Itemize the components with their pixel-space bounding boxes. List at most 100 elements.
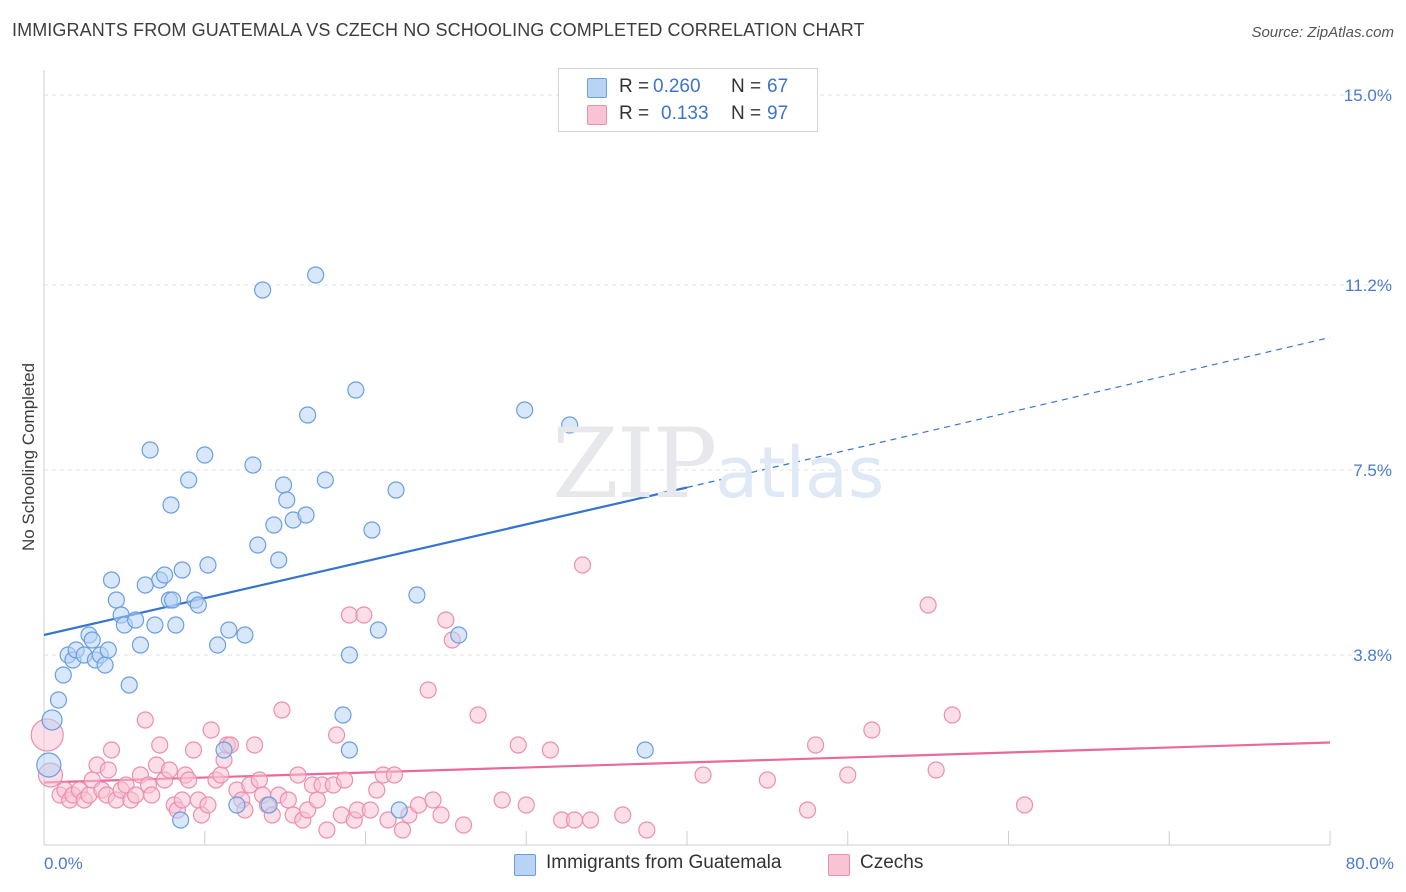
guatemala-point <box>270 551 288 569</box>
czechs-point <box>509 736 527 754</box>
series-label: Immigrants from Guatemala <box>546 852 782 873</box>
czechs-point <box>927 761 945 779</box>
czechs-point <box>136 711 154 729</box>
czechs-point <box>102 741 121 759</box>
guatemala-point <box>96 656 114 674</box>
guatemala-point <box>196 446 214 464</box>
legend-swatch-blue <box>587 78 607 98</box>
guatemala-point <box>155 566 174 584</box>
guatemala-point <box>141 441 159 459</box>
czechs-point <box>493 791 511 809</box>
series-swatch-blue <box>514 854 536 876</box>
chart-title: IMMIGRANTS FROM GUATEMALA VS CZECH NO SC… <box>12 20 865 40</box>
guatemala-point <box>340 741 359 759</box>
czechs-point <box>758 771 776 789</box>
czechs-point <box>839 766 857 784</box>
guatemala-point <box>131 636 150 654</box>
guatemala-point <box>265 516 283 534</box>
guatemala-point <box>561 416 579 434</box>
guatemala-point <box>228 796 246 814</box>
guatemala-point <box>450 626 468 644</box>
legend-n-value: 67 <box>767 76 789 97</box>
guatemala-point <box>340 646 359 664</box>
czechs-point <box>379 811 397 829</box>
guatemala-point <box>127 611 145 629</box>
czechs-point <box>308 791 326 809</box>
guatemala-point <box>236 626 254 644</box>
czechs-point <box>565 811 584 829</box>
y-tick-label: 15.0% <box>1344 86 1392 105</box>
x-tick-label: 80.0% <box>1346 854 1394 873</box>
watermark-zip: ZIP <box>552 408 717 520</box>
czechs-point <box>614 806 632 824</box>
czechs-point <box>469 706 487 724</box>
guatemala-point <box>107 591 125 609</box>
czechs-point <box>432 806 450 824</box>
series-label: Czechs <box>860 852 924 873</box>
data-points <box>30 266 1034 839</box>
guatemala-point <box>636 741 654 759</box>
czechs-point <box>173 791 191 809</box>
czechs-point <box>806 736 825 754</box>
czechs-point <box>454 816 473 834</box>
legend-swatch-pink <box>587 105 607 125</box>
czechs-point <box>638 821 656 839</box>
y-tick-label: 7.5% <box>1353 461 1392 480</box>
czechs-point <box>943 706 961 724</box>
czechs-point <box>581 811 600 829</box>
guatemala-point <box>249 536 267 554</box>
czechs-point <box>361 801 379 819</box>
guatemala-point <box>254 281 272 299</box>
guatemala-point <box>36 752 62 778</box>
czechs-point <box>424 791 442 809</box>
watermark: ZIPatlas <box>552 408 884 520</box>
guatemala-point <box>102 571 121 589</box>
czechs-point <box>336 771 354 789</box>
czechs-point <box>273 701 291 719</box>
czechs-point <box>199 796 217 814</box>
czechs-point <box>393 821 412 839</box>
czechs-point <box>517 796 535 814</box>
legend-r-value: 0.133 <box>661 103 709 124</box>
guatemala-point <box>387 481 405 499</box>
czechs-point <box>180 771 198 789</box>
guatemala-point <box>173 561 191 579</box>
guatemala-point <box>408 586 426 604</box>
guatemala-trend-line <box>43 486 688 637</box>
czechs-point <box>340 606 359 624</box>
guatemala-point <box>136 576 154 594</box>
guatemala-point <box>172 811 190 829</box>
guatemala-point <box>516 401 534 419</box>
guatemala-point <box>99 641 117 659</box>
guatemala-point <box>54 666 72 684</box>
czechs-point <box>202 721 220 739</box>
tick-labels: 3.8% 7.5% 11.2% 15.0% 0.0% 80.0% <box>44 86 1394 873</box>
czechs-point <box>798 801 817 819</box>
watermark-atlas: atlas <box>715 432 885 514</box>
y-tick-label: 3.8% <box>1353 646 1392 665</box>
guatemala-point <box>347 381 365 399</box>
guatemala-point <box>220 621 238 639</box>
guatemala-point <box>369 621 387 639</box>
czechs-point <box>919 596 937 614</box>
guatemala-point <box>334 706 352 724</box>
czechs-point <box>368 781 386 799</box>
czechs-point <box>212 766 230 784</box>
czechs-point <box>409 796 428 814</box>
guatemala-point <box>164 591 182 609</box>
guatemala-point <box>215 741 233 759</box>
guatemala-point <box>162 496 180 514</box>
czechs-point <box>143 786 161 804</box>
guatemala-trend-extension <box>686 336 1331 489</box>
czechs-point <box>289 766 307 784</box>
guatemala-point <box>209 636 227 654</box>
series-swatch-pink <box>828 854 850 876</box>
grid-lines <box>44 94 1385 656</box>
guatemala-point <box>390 801 408 819</box>
czechs-point <box>694 766 712 784</box>
guatemala-point <box>363 521 381 539</box>
chart-source: Source: ZipAtlas.com <box>1251 24 1394 41</box>
guatemala-point <box>146 616 164 634</box>
czechs-point <box>573 556 592 574</box>
